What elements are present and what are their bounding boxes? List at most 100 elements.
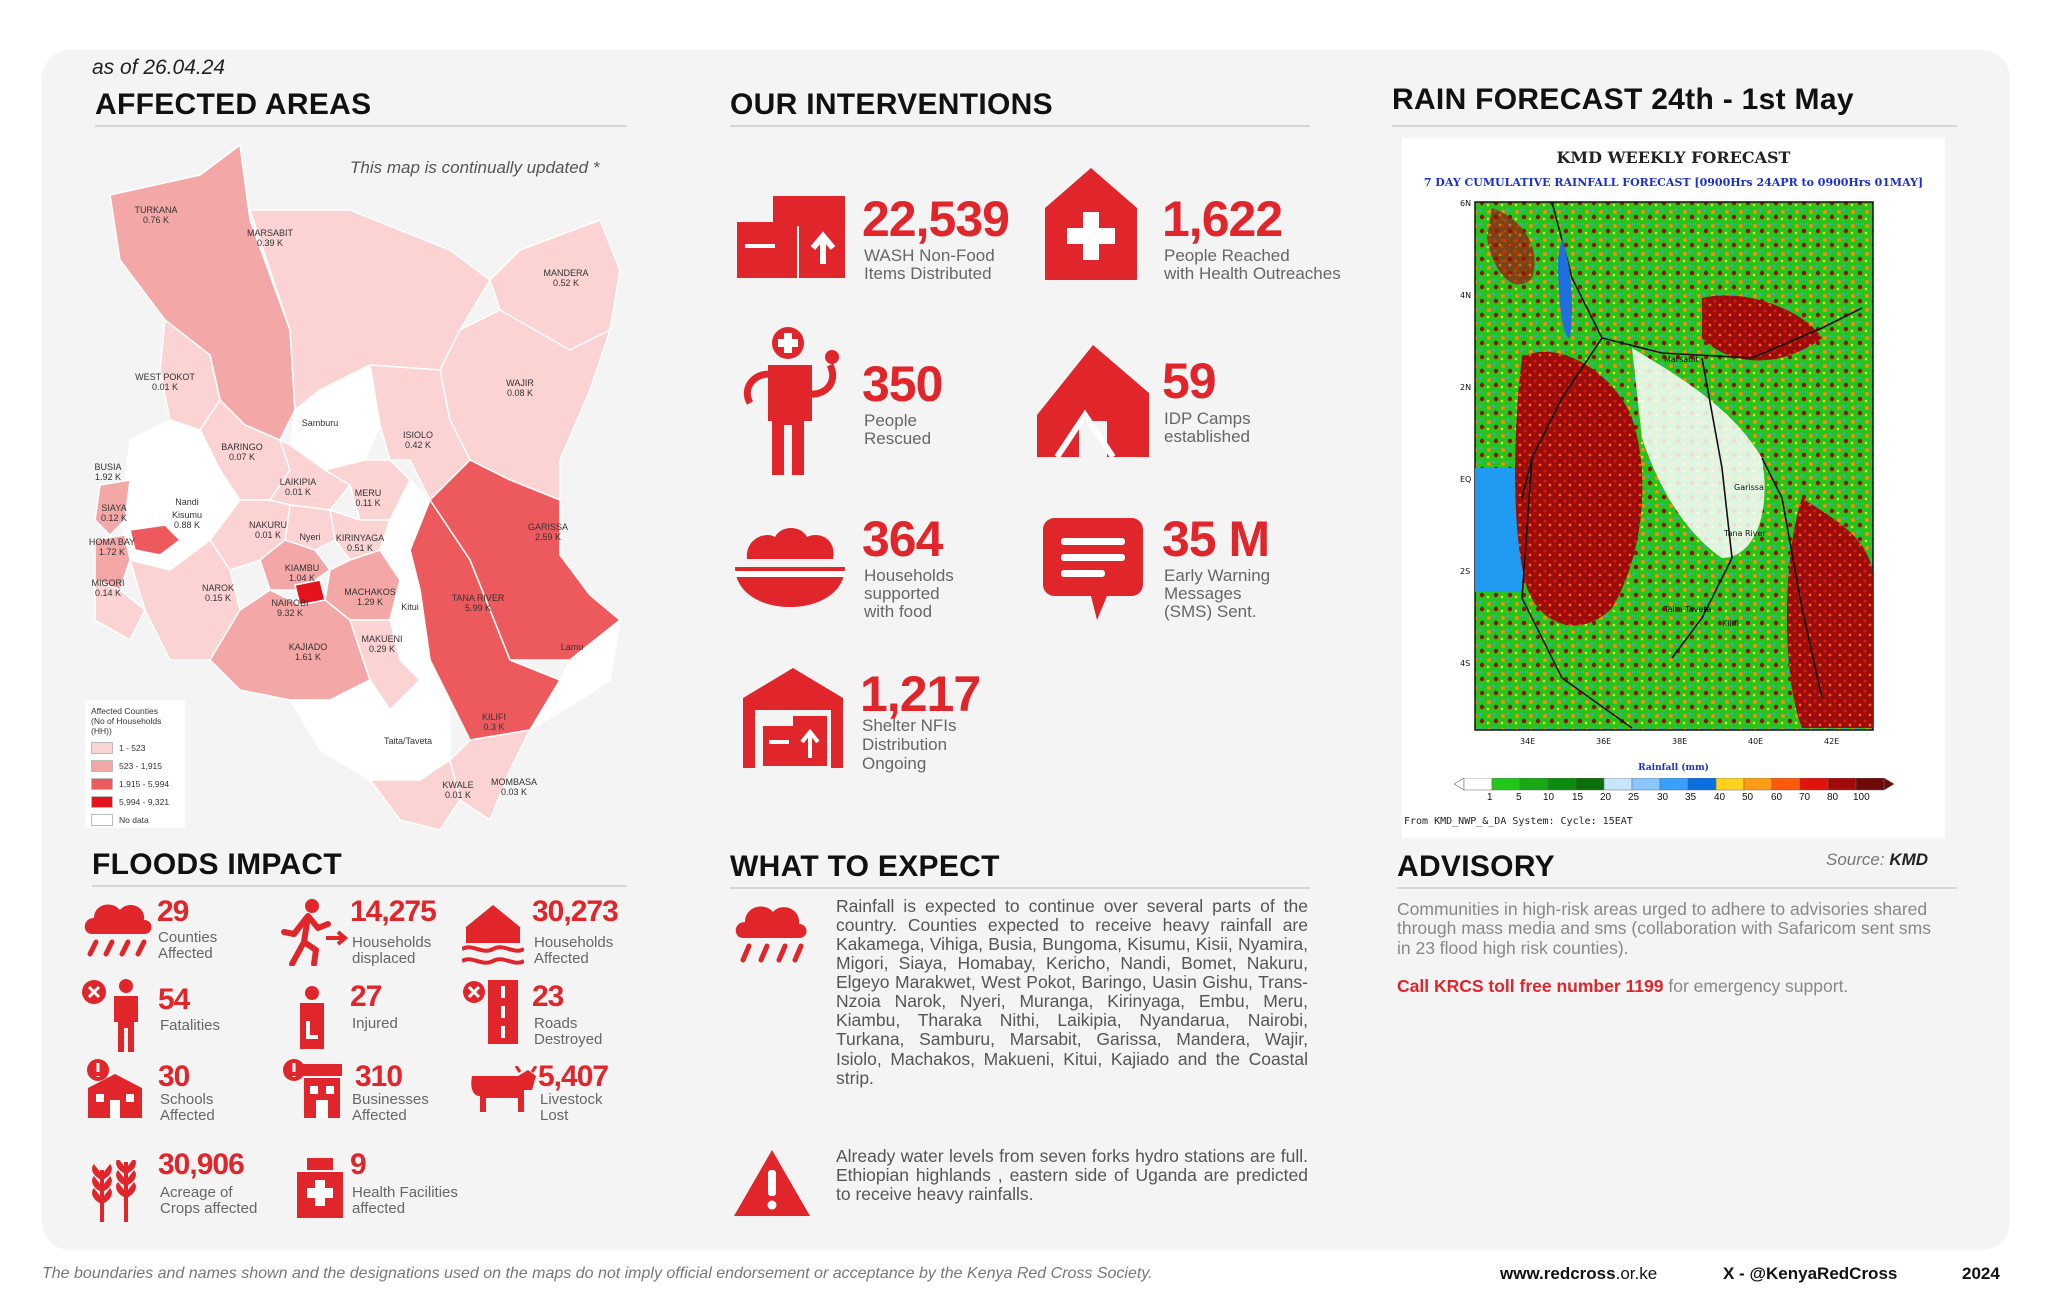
map-label: Kisumu 0.88 K: [171, 510, 203, 531]
map-label: KWALE 0.01 K: [442, 780, 474, 801]
rescuer-icon: [743, 327, 839, 475]
map-label: MANDERA 0.52 K: [543, 268, 589, 289]
map-label: Lamu: [560, 642, 584, 652]
map-label: MIGORI 0.14 K: [91, 578, 125, 599]
forecast-source: Source: KMD: [1826, 850, 1929, 869]
forecast-town-label: Kilifi: [1722, 619, 1739, 628]
scale-value: 70: [1799, 792, 1811, 803]
intervention-label: Households supported with food: [864, 566, 954, 621]
rainfall-scale-values: 1 5 10 15 20 25 30 35 40 50 60 70 80 100: [1464, 792, 1884, 806]
toll-free-number: Call KRCS toll free number 1199: [1397, 976, 1664, 996]
map-note: This map is continually updated *: [350, 158, 600, 177]
intervention-label: IDP Camps established: [1164, 409, 1251, 446]
forecast-panel: KMD WEEKLY FORECAST 7 DAY CUMULATIVE RAI…: [1402, 138, 1945, 838]
intervention-label: People Reached with Health Outreaches: [1164, 246, 1341, 283]
map-county-busia: [94, 479, 131, 537]
forecast-subtitle: 7 DAY CUMULATIVE RAINFALL FORECAST [0900…: [1423, 176, 1924, 189]
map-label: ISIOLO 0.42 K: [402, 430, 434, 451]
scale-value: 35: [1685, 792, 1697, 803]
divider: [95, 125, 627, 127]
forecast-town-label: Tana River: [1723, 529, 1766, 538]
scale-value: 40: [1714, 792, 1726, 803]
map-label: KILIFI 0.3 K: [481, 712, 507, 733]
map-label: Nyeri: [299, 532, 321, 542]
intervention-value: 35 M: [1162, 511, 1270, 567]
legend-swatch: [91, 760, 113, 772]
impact-label: Roads Destroyed: [534, 1015, 603, 1048]
business-icon: [283, 1059, 342, 1118]
map-label: SIAYA 0.12 K: [100, 503, 128, 524]
impact-value: 30,906: [158, 1148, 245, 1181]
health-house-icon: [1045, 168, 1137, 280]
footer-year: 2024: [1962, 1264, 2000, 1283]
forecast-lat-label: 4S: [1460, 659, 1470, 668]
rain-cloud-icon: [735, 906, 807, 963]
map-county-kilifi: [449, 729, 532, 822]
rain-forecast-title: RAIN FORECAST 24th - 1st May: [1392, 83, 1854, 116]
map-label: NAIROBI 9.32 K: [271, 598, 309, 619]
impact-value: 310: [355, 1060, 403, 1093]
map-legend: Affected Counties (No of Households (HH)…: [85, 700, 185, 828]
scale-value: 25: [1628, 792, 1640, 803]
map-label: KIAMBU 1.04 K: [284, 563, 320, 584]
impact-value: 54: [158, 983, 190, 1016]
flooded-house-icon: [462, 905, 524, 965]
scale-cell: [1799, 778, 1829, 791]
legend-swatch: [91, 796, 113, 808]
warehouse-icon: [743, 668, 843, 768]
impact-label: Counties Affected: [158, 929, 218, 962]
legend-subtitle: (No of Households (HH)): [91, 716, 162, 736]
map-label: TANA RIVER 5.99 K: [451, 593, 505, 614]
map-label: WAJIR 0.08 K: [506, 378, 534, 399]
legend-swatch: [91, 778, 113, 790]
impact-label: Households displaced: [352, 934, 432, 967]
warning-icon: [734, 1150, 810, 1216]
intervention-label: People Rescued: [864, 411, 932, 448]
legend-item: No data: [91, 814, 179, 826]
map-label: MOMBASA 0.03 K: [490, 777, 538, 798]
map-label: MACHAKOS 1.29 K: [344, 587, 396, 608]
website-link[interactable]: www.redcross.or.ke: [1500, 1264, 1658, 1283]
scale-cell: [1827, 778, 1857, 791]
forecast-lon-label: 42E: [1824, 737, 1839, 746]
footer-disclaimer: The boundaries and names shown and the d…: [42, 1265, 1153, 1282]
map-county-taita-taveta: [288, 658, 451, 781]
map-label: GARISSA 2.59 K: [527, 522, 569, 543]
map-county-kwale: [368, 758, 461, 831]
forecast-lat-label: 2S: [1460, 567, 1470, 576]
hospital-icon: [297, 1158, 343, 1218]
interventions-title: OUR INTERVENTIONS: [730, 88, 1053, 121]
scale-value: 80: [1827, 792, 1839, 803]
intervention-label: WASH Non-Food Items Distributed: [864, 246, 995, 283]
map-label: LAIKIPIA 0.01 K: [279, 477, 317, 498]
scale-cell: [1855, 778, 1885, 791]
advisory-text: Communities in high-risk areas urged to …: [1397, 899, 1931, 958]
map-label: NAKURU 0.01 K: [248, 520, 288, 541]
map-county-migori: [94, 578, 146, 642]
map-label: Samburu: [301, 418, 339, 428]
forecast-town-label: Taita Taveta: [1663, 605, 1712, 614]
legend-swatch: [91, 814, 113, 826]
scale-cell: [1743, 778, 1773, 791]
injured-person-icon: [300, 986, 324, 1049]
intervention-label: Early Warning Messages (SMS) Sent.: [1164, 566, 1271, 621]
legend-item: 523 - 1,915: [91, 760, 179, 772]
legend-title: Affected Counties: [91, 706, 158, 716]
cow-icon: [471, 1066, 538, 1112]
social-handle[interactable]: X - @KenyaRedCross: [1723, 1264, 1898, 1283]
map-label: BARINGO 0.07 K: [221, 442, 263, 463]
box-upload-icon: [737, 196, 845, 278]
scale-cell: [1575, 778, 1605, 791]
scale-value: 15: [1572, 792, 1584, 803]
intervention-label: Shelter NFIs Distribution Ongoing: [862, 716, 957, 774]
scale-cell: [1603, 778, 1633, 791]
kenya-map-svg: [94, 143, 622, 831]
scale-value: 20: [1600, 792, 1612, 803]
forecast-town-label: Marsabit: [1664, 355, 1699, 364]
message-icon: [1043, 518, 1143, 620]
school-icon: [87, 1059, 142, 1118]
forecast-scale-title: Rainfall (mm): [1638, 763, 1709, 773]
legend-item: 5,994 - 9,321: [91, 796, 179, 808]
intervention-value: 59: [1162, 353, 1217, 409]
map-label: Taita/Taveta: [383, 736, 433, 746]
